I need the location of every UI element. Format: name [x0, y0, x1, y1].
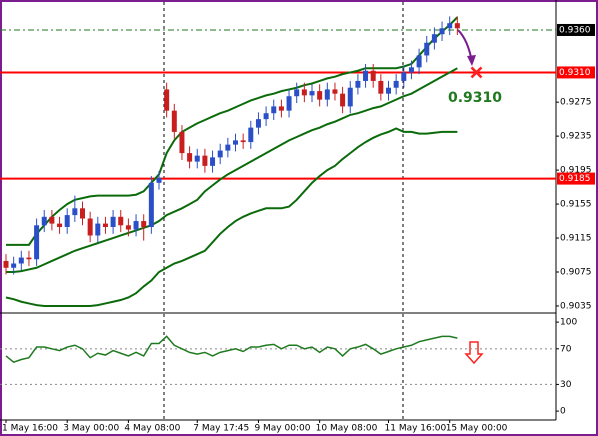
level-label-box — [557, 172, 595, 185]
rsi-tick-label: 100 — [560, 318, 577, 328]
candle-body — [171, 110, 177, 132]
band-lower — [5, 127, 458, 307]
y-tick-label: 0.9075 — [560, 268, 592, 278]
candle-body — [179, 131, 185, 154]
band-upper — [6, 16, 459, 246]
candle-body — [240, 140, 246, 143]
candle-body — [248, 127, 254, 143]
candle-body — [447, 23, 453, 29]
candle-body — [110, 216, 116, 227]
candle-body — [125, 225, 131, 230]
candle-body — [187, 153, 193, 162]
candle-body — [378, 80, 384, 94]
candle-body — [26, 257, 32, 260]
x-tick-label: 4 May 08:00 — [124, 424, 180, 434]
candle-body — [439, 28, 445, 35]
band-middle — [6, 67, 458, 274]
candle-body — [324, 89, 330, 100]
candle-body — [355, 80, 361, 88]
candle-body — [87, 218, 93, 236]
rsi-tick-label: 30 — [560, 380, 572, 390]
candle-body — [416, 55, 422, 68]
y-tick-label: 0.9195 — [560, 166, 592, 176]
candle-body — [57, 223, 63, 227]
arrow-head — [467, 55, 476, 66]
candle-body — [102, 223, 108, 227]
candle-body — [202, 155, 208, 166]
candle-body — [301, 89, 307, 96]
candle-body — [431, 34, 437, 43]
candle-body — [386, 87, 391, 94]
candle-body — [271, 106, 277, 114]
rsi-tick-label: 70 — [560, 344, 572, 354]
candle-body — [454, 23, 460, 29]
candle-body — [80, 208, 85, 219]
candle-body — [401, 72, 407, 81]
candle-body — [64, 215, 70, 227]
rsi-line — [5, 335, 458, 364]
x-tick-label: 3 May 00:00 — [63, 424, 119, 434]
y-tick-label: 0.9235 — [560, 132, 592, 142]
candle-body — [332, 89, 338, 94]
rsi-tick-label: 0 — [560, 407, 566, 417]
candle-body — [41, 216, 47, 226]
candle-body — [294, 89, 300, 97]
x-tick-label: 9 May 00:00 — [254, 424, 310, 434]
candle-body — [286, 96, 292, 111]
candle-body — [164, 89, 170, 111]
candle-body — [233, 140, 238, 145]
candle-body — [194, 155, 200, 162]
candle-body — [347, 87, 353, 107]
candle-body — [424, 42, 430, 56]
candle-body — [363, 70, 369, 81]
y-tick-label: 0.9115 — [560, 234, 592, 244]
current-price-label: 0.9360 — [559, 25, 591, 35]
candle-body — [18, 257, 24, 264]
x-tick-label: 15 May 00:00 — [446, 424, 508, 434]
candle-body — [393, 80, 399, 88]
target-marker — [470, 66, 483, 79]
candle-body — [133, 221, 139, 230]
candle-body — [225, 144, 231, 151]
candle-body — [255, 119, 261, 128]
candle-body — [217, 150, 223, 158]
candle-body — [118, 216, 124, 226]
candle-body — [408, 67, 414, 73]
candle-body — [72, 208, 78, 216]
x-tick-label: 1 May 16:00 — [2, 424, 58, 434]
candle-body — [370, 70, 376, 81]
candle-body — [3, 260, 9, 268]
signal-icon — [464, 341, 484, 365]
x-tick-label: 11 May 16:00 — [385, 424, 447, 434]
y-tick-label: 0.9155 — [560, 200, 592, 210]
candle-body — [49, 216, 55, 224]
level-label: 0.9185 — [559, 174, 591, 184]
y-tick-label: 0.9275 — [560, 98, 592, 108]
x-tick-label: 7 May 17:45 — [193, 424, 249, 434]
candle-body — [141, 221, 147, 227]
candle-body — [11, 263, 17, 268]
candle-body — [148, 182, 154, 227]
level-label-box — [557, 66, 595, 79]
candle-body — [340, 93, 346, 107]
candle-body — [34, 225, 40, 260]
candle-body — [95, 223, 101, 236]
x-tick-label: 10 May 08:00 — [316, 424, 378, 434]
y-tick-label: 0.9035 — [560, 301, 592, 311]
candle-body — [317, 91, 323, 100]
annotation: 0.9310 — [448, 90, 502, 106]
current-price-box — [557, 23, 595, 36]
candle-body — [309, 91, 315, 96]
candle-body — [156, 177, 162, 183]
level-label: 0.9310 — [559, 68, 591, 78]
candle-body — [210, 157, 216, 166]
candle-body — [278, 106, 284, 111]
candle-body — [263, 113, 269, 120]
